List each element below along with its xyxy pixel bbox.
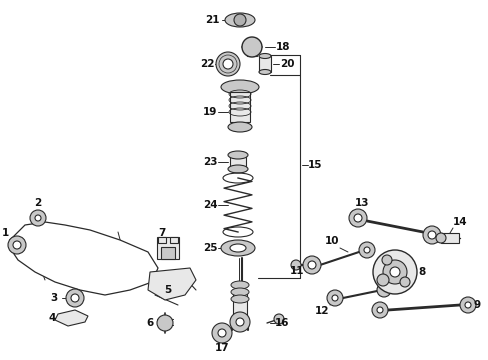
- Circle shape: [212, 323, 231, 343]
- Text: 8: 8: [418, 267, 425, 277]
- Text: 22: 22: [199, 59, 214, 69]
- Circle shape: [35, 215, 41, 221]
- Text: 20: 20: [279, 59, 294, 69]
- Circle shape: [381, 255, 391, 265]
- Circle shape: [290, 260, 301, 270]
- Circle shape: [376, 283, 390, 297]
- Text: 16: 16: [274, 318, 289, 328]
- Circle shape: [13, 241, 21, 249]
- Text: 12: 12: [314, 306, 328, 316]
- Polygon shape: [148, 268, 196, 300]
- Ellipse shape: [221, 240, 254, 256]
- Text: 21: 21: [204, 15, 219, 25]
- Bar: [229, 92, 249, 122]
- Circle shape: [382, 260, 406, 284]
- Text: 14: 14: [452, 217, 467, 227]
- Circle shape: [422, 226, 440, 244]
- Text: 19: 19: [203, 107, 217, 117]
- Circle shape: [218, 329, 225, 337]
- Circle shape: [358, 242, 374, 258]
- Text: 24: 24: [202, 200, 217, 210]
- Ellipse shape: [229, 244, 245, 252]
- Circle shape: [273, 314, 284, 324]
- Circle shape: [303, 256, 320, 274]
- Ellipse shape: [259, 69, 270, 75]
- Text: 13: 13: [354, 198, 368, 208]
- Text: 6: 6: [146, 318, 153, 328]
- Text: 23: 23: [203, 157, 217, 167]
- Text: 18: 18: [275, 42, 290, 52]
- Circle shape: [331, 295, 337, 301]
- Ellipse shape: [230, 288, 248, 296]
- Bar: [440, 233, 458, 243]
- Text: 4: 4: [48, 313, 56, 323]
- Bar: [158, 237, 165, 243]
- Ellipse shape: [230, 295, 248, 303]
- Bar: [161, 247, 175, 259]
- Circle shape: [236, 318, 244, 326]
- Bar: [232, 291, 246, 319]
- Text: 7: 7: [158, 228, 165, 238]
- Text: 9: 9: [472, 300, 480, 310]
- Circle shape: [71, 294, 79, 302]
- Circle shape: [348, 209, 366, 227]
- Circle shape: [157, 315, 173, 331]
- Circle shape: [363, 247, 369, 253]
- Bar: [259, 56, 270, 72]
- Circle shape: [66, 289, 84, 307]
- Ellipse shape: [224, 13, 254, 27]
- Bar: [157, 237, 179, 259]
- Text: 5: 5: [164, 285, 171, 295]
- Text: 17: 17: [214, 343, 229, 353]
- Text: 2: 2: [34, 198, 41, 208]
- Circle shape: [229, 312, 249, 332]
- Circle shape: [8, 236, 26, 254]
- Ellipse shape: [227, 165, 247, 173]
- Text: 11: 11: [289, 266, 304, 276]
- Circle shape: [459, 297, 475, 313]
- Circle shape: [326, 290, 342, 306]
- Ellipse shape: [221, 80, 259, 94]
- Ellipse shape: [259, 54, 270, 59]
- Ellipse shape: [227, 122, 251, 132]
- Ellipse shape: [227, 151, 247, 159]
- Circle shape: [234, 14, 245, 26]
- Text: 10: 10: [324, 236, 339, 246]
- Circle shape: [427, 231, 435, 239]
- Circle shape: [223, 59, 232, 69]
- Circle shape: [464, 302, 470, 308]
- Circle shape: [435, 233, 445, 243]
- Circle shape: [389, 267, 399, 277]
- Bar: [229, 155, 245, 169]
- Circle shape: [371, 302, 387, 318]
- Circle shape: [353, 214, 361, 222]
- Polygon shape: [55, 310, 88, 326]
- Bar: [170, 237, 178, 243]
- Circle shape: [376, 274, 388, 286]
- Ellipse shape: [230, 281, 248, 289]
- Circle shape: [242, 37, 262, 57]
- Text: 25: 25: [203, 243, 217, 253]
- Circle shape: [216, 52, 240, 76]
- Polygon shape: [10, 222, 158, 295]
- Circle shape: [399, 277, 409, 287]
- Text: 15: 15: [307, 160, 322, 170]
- Circle shape: [307, 261, 315, 269]
- Text: 1: 1: [1, 228, 9, 238]
- Circle shape: [376, 307, 382, 313]
- Text: 3: 3: [50, 293, 58, 303]
- Circle shape: [30, 210, 46, 226]
- Circle shape: [372, 250, 416, 294]
